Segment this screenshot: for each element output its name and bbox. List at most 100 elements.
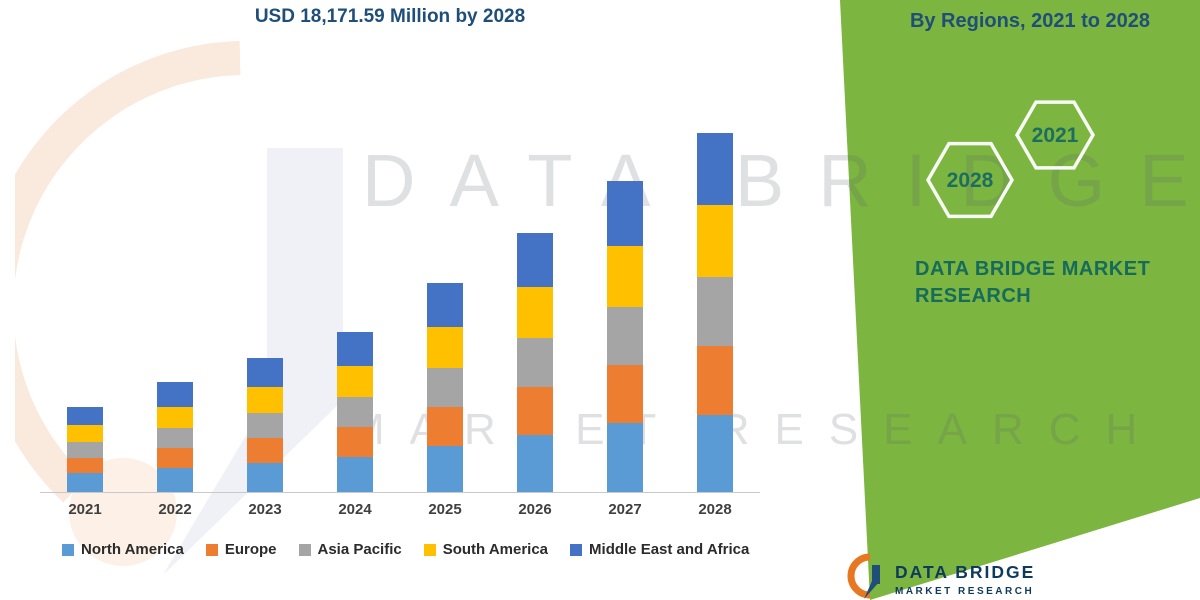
footer-logo-text: DATA BRIDGE MARKET RESEARCH [895, 552, 1035, 597]
bar-segment-middle-east-and-africa-2023 [247, 357, 283, 387]
legend-label-asia-pacific: Asia Pacific [317, 541, 402, 558]
bar-segment-north-america-2025 [427, 445, 463, 492]
footer-logo-subname: MARKET RESEARCH [895, 586, 1035, 597]
bar-segment-asia-pacific-2027 [607, 306, 643, 366]
brand-line-2: RESEARCH [915, 285, 1032, 307]
bar-segment-europe-2025 [427, 407, 463, 446]
footer-logo-name: DATA BRIDGE [895, 562, 1036, 582]
bar-segment-asia-pacific-2022 [157, 427, 193, 449]
bar-segment-middle-east-and-africa-2021 [67, 407, 103, 426]
legend-swatch-europe [205, 543, 218, 556]
bar-segment-middle-east-and-africa-2024 [337, 332, 373, 366]
stacked-bar-2021 [67, 407, 103, 492]
bar-column-2028: 2028 [670, 98, 760, 518]
stacked-bar-chart: 2021 2022 2023 2024 2025 2026 2027 2028 [40, 98, 760, 518]
stacked-bar-2026 [517, 233, 553, 492]
bar-segment-north-america-2024 [337, 456, 373, 492]
x-axis-label-2027: 2027 [608, 501, 642, 518]
legend-item-north-america: North America [62, 541, 184, 558]
legend-swatch-asia-pacific [298, 543, 311, 556]
bar-segment-south-america-2021 [67, 425, 103, 442]
legend-label-north-america: North America [81, 541, 184, 558]
bar-segment-asia-pacific-2025 [427, 367, 463, 408]
bar-segment-north-america-2021 [67, 473, 103, 492]
legend-label-europe: Europe [224, 541, 277, 558]
bar-segment-asia-pacific-2028 [697, 276, 733, 347]
watermark-text-marketresearch: MARKET RESEARCH [348, 405, 1163, 454]
hexagon-year-badges: 2028 2021 [925, 100, 1096, 219]
x-axis-label-2028: 2028 [698, 501, 732, 518]
watermark-text-databridge: DATA BRIDGE [362, 139, 1200, 222]
logo-bar [872, 565, 880, 584]
bar-segment-south-america-2024 [337, 365, 373, 398]
hexagon-2021-outline [1014, 100, 1096, 170]
bar-segment-north-america-2022 [157, 468, 193, 492]
bar-segment-south-america-2027 [607, 245, 643, 307]
bar-segment-europe-2021 [67, 457, 103, 474]
legend-label-middle-east-and-africa: Middle East and Africa [589, 541, 750, 558]
stacked-bar-2023 [247, 357, 283, 492]
x-axis-label-2024: 2024 [338, 501, 372, 518]
bar-column-2025: 2025 [400, 98, 490, 518]
bar-column-2026: 2026 [490, 98, 580, 518]
stacked-bar-2025 [427, 282, 463, 492]
x-axis-label-2022: 2022 [158, 501, 192, 518]
chart-title: USD 18,171.59 Million by 2028 [254, 6, 526, 27]
legend-label-south-america: South America [442, 541, 549, 558]
logo-arc [847, 553, 871, 599]
legend-item-europe: Europe [205, 541, 277, 558]
bar-segment-south-america-2028 [697, 204, 733, 277]
bar-column-2027: 2027 [580, 98, 670, 518]
bar-segment-south-america-2022 [157, 406, 193, 428]
bar-column-2021: 2021 [40, 98, 130, 518]
bar-segment-asia-pacific-2021 [67, 441, 103, 458]
hexagon-year-2021: 2021 [1032, 124, 1079, 147]
bar-segment-north-america-2028 [697, 414, 733, 492]
right-panel-heading: By Regions, 2021 to 2028 [909, 10, 1151, 32]
right-panel-brand: DATA BRIDGE MARKET RESEARCH [915, 256, 1150, 310]
bar-segment-north-america-2026 [517, 434, 553, 492]
brand-line-1: DATA BRIDGE MARKET [915, 258, 1151, 280]
x-axis-label-2026: 2026 [518, 501, 552, 518]
bar-segment-asia-pacific-2023 [247, 413, 283, 439]
bar-segment-europe-2026 [517, 386, 553, 435]
bar-segment-south-america-2026 [517, 287, 553, 338]
legend-item-south-america: South America [423, 541, 549, 558]
bar-column-2023: 2023 [220, 98, 310, 518]
bar-segment-north-america-2023 [247, 462, 283, 492]
bar-segment-south-america-2025 [427, 326, 463, 368]
bar-segment-asia-pacific-2024 [337, 397, 373, 428]
bar-column-2022: 2022 [130, 98, 220, 518]
bar-segment-europe-2024 [337, 427, 373, 457]
bar-segment-europe-2027 [607, 365, 643, 424]
chart-legend: North America Europe Asia Pacific South Ame… [62, 541, 749, 558]
logo-triangle [864, 581, 880, 599]
stacked-bar-2028 [697, 133, 733, 492]
bar-segment-north-america-2027 [607, 423, 643, 492]
bar-segment-europe-2023 [247, 438, 283, 463]
bar-segment-middle-east-and-africa-2022 [157, 382, 193, 407]
bar-segment-south-america-2023 [247, 386, 283, 414]
bar-segment-europe-2028 [697, 346, 733, 415]
stacked-bar-2027 [607, 180, 643, 492]
x-axis-label-2023: 2023 [248, 501, 282, 518]
bar-segment-middle-east-and-africa-2028 [697, 133, 733, 205]
bar-segment-middle-east-and-africa-2027 [607, 180, 643, 246]
legend-item-asia-pacific: Asia Pacific [298, 541, 402, 558]
bar-segment-middle-east-and-africa-2026 [517, 233, 553, 288]
legend-swatch-north-america [62, 543, 74, 556]
stacked-bar-2024 [337, 332, 373, 492]
footer-logo: DATA BRIDGE MARKET RESEARCH [843, 552, 1035, 600]
legend-item-middle-east-and-africa: Middle East and Africa [570, 541, 749, 558]
bar-column-2024: 2024 [310, 98, 400, 518]
watermark-arc [15, 41, 241, 503]
hexagon-2028-outline [925, 141, 1015, 219]
bar-segment-europe-2022 [157, 448, 193, 469]
legend-swatch-south-america [423, 543, 436, 556]
databridge-logo-icon [847, 553, 880, 599]
bar-segment-asia-pacific-2026 [517, 337, 553, 387]
stacked-bar-2022 [157, 382, 193, 492]
bar-segment-middle-east-and-africa-2025 [427, 282, 463, 327]
